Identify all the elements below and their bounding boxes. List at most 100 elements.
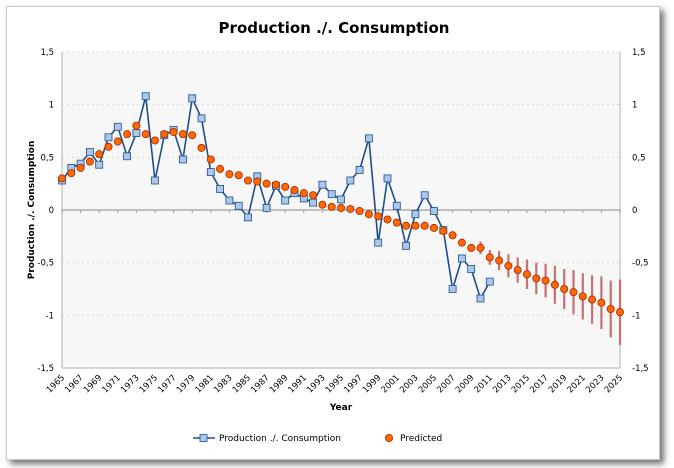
x-tick-label: 1981 bbox=[194, 373, 216, 395]
data-point-circle bbox=[392, 218, 401, 227]
data-point-square bbox=[457, 254, 466, 263]
data-point-circle bbox=[448, 231, 457, 240]
data-point-circle bbox=[588, 295, 597, 304]
legend-item-production[interactable]: Production ./. Consumption bbox=[193, 434, 341, 444]
data-point-square bbox=[151, 176, 159, 185]
data-point-circle bbox=[597, 298, 606, 307]
x-tick-label: 2013 bbox=[491, 373, 513, 395]
x-tick-label: 2011 bbox=[473, 373, 495, 395]
data-point-square bbox=[113, 122, 122, 131]
data-point-square bbox=[281, 196, 290, 205]
data-point-square bbox=[309, 198, 318, 207]
data-point-square bbox=[467, 265, 476, 273]
data-point-circle bbox=[271, 180, 280, 189]
data-point-circle bbox=[374, 212, 383, 221]
data-point-square bbox=[383, 174, 392, 183]
data-point-circle bbox=[346, 204, 355, 213]
data-point-circle bbox=[216, 164, 225, 173]
data-point-circle bbox=[206, 155, 215, 164]
data-point-circle bbox=[85, 157, 94, 166]
x-tick-label: 1967 bbox=[63, 373, 85, 395]
x-tick-label: 1989 bbox=[268, 373, 290, 395]
data-point-square bbox=[234, 201, 243, 210]
x-axis-ticks: 1965196719691971197319751977197919811983… bbox=[45, 373, 625, 395]
chart-title: Production ./. Consumption bbox=[219, 19, 450, 37]
y-tick-label-left: -0,5 bbox=[37, 259, 54, 269]
data-point-circle bbox=[439, 227, 448, 236]
data-point-square bbox=[141, 92, 150, 101]
x-tick-label: 2017 bbox=[528, 373, 550, 395]
y-tick-label-right: 0 bbox=[632, 206, 637, 216]
data-point-circle bbox=[513, 266, 522, 275]
y-tick-label-right: -0,5 bbox=[632, 259, 649, 269]
x-tick-label: 1993 bbox=[305, 373, 327, 395]
data-point-circle bbox=[169, 128, 178, 137]
data-point-circle bbox=[383, 215, 392, 224]
data-point-circle bbox=[523, 270, 532, 279]
y-axis-left-ticks: 1,5 1 0,5 0 -0,5 -1 -1,5 bbox=[37, 48, 54, 374]
x-tick-label: 1983 bbox=[212, 373, 234, 395]
x-tick-label: 2007 bbox=[435, 373, 457, 395]
data-point-circle bbox=[67, 169, 76, 178]
x-tick-label: 2025 bbox=[603, 373, 625, 395]
data-point-circle bbox=[420, 221, 429, 230]
y-tick-label-left: 1 bbox=[49, 101, 54, 111]
data-point-circle bbox=[336, 203, 345, 212]
x-tick-label: 1973 bbox=[119, 373, 141, 395]
x-tick-label: 2005 bbox=[417, 373, 439, 395]
y-axis-label: Production ./. Consumption bbox=[27, 141, 37, 280]
data-point-circle bbox=[150, 136, 159, 145]
data-point-circle bbox=[160, 130, 169, 139]
data-point-circle bbox=[225, 170, 234, 179]
data-point-square bbox=[104, 133, 113, 142]
data-point-square bbox=[364, 134, 373, 143]
x-tick-label: 1987 bbox=[249, 373, 271, 395]
x-tick-label: 1985 bbox=[231, 373, 253, 395]
x-tick-label: 2001 bbox=[380, 373, 402, 395]
data-point-square bbox=[402, 241, 411, 250]
x-tick-label: 2009 bbox=[454, 373, 476, 395]
data-point-circle bbox=[299, 189, 308, 198]
data-point-square bbox=[476, 294, 485, 303]
data-point-square bbox=[374, 238, 383, 247]
data-point-circle bbox=[318, 200, 327, 209]
y-tick-label-right: 1 bbox=[632, 101, 637, 111]
series-predicted bbox=[58, 121, 625, 317]
x-tick-label: 1997 bbox=[342, 373, 364, 395]
data-point-circle bbox=[495, 256, 504, 265]
data-point-circle bbox=[402, 221, 411, 230]
data-point-square bbox=[485, 277, 494, 286]
data-point-square bbox=[244, 213, 252, 222]
data-point-circle bbox=[58, 174, 67, 183]
data-point-circle bbox=[104, 142, 113, 151]
data-point-square bbox=[346, 176, 355, 185]
legend-item-predicted[interactable]: Predicted bbox=[384, 433, 442, 444]
y-tick-label-left: -1,5 bbox=[37, 364, 54, 374]
data-point-circle bbox=[429, 223, 438, 232]
data-point-circle bbox=[234, 171, 243, 180]
data-point-circle bbox=[309, 191, 318, 200]
data-point-circle bbox=[243, 176, 252, 185]
x-tick-label: 2023 bbox=[584, 373, 606, 395]
y-tick-label-right: -1,5 bbox=[632, 364, 649, 374]
data-point-square bbox=[318, 180, 327, 189]
data-point-circle bbox=[532, 274, 541, 283]
data-point-square bbox=[420, 191, 429, 200]
legend-label: Predicted bbox=[400, 434, 442, 444]
x-tick-label: 2015 bbox=[510, 373, 532, 395]
x-tick-label: 1999 bbox=[361, 373, 383, 395]
data-point-circle bbox=[485, 253, 494, 262]
x-tick-label: 1977 bbox=[156, 373, 178, 395]
x-tick-label: 2021 bbox=[566, 373, 588, 395]
legend-label: Production ./. Consumption bbox=[219, 434, 341, 444]
data-point-circle bbox=[76, 163, 85, 172]
data-point-circle bbox=[327, 202, 336, 211]
data-point-circle bbox=[132, 121, 141, 130]
legend: Production ./. Consumption Predicted bbox=[193, 433, 442, 444]
x-tick-label: 1975 bbox=[138, 373, 160, 395]
data-point-square bbox=[178, 155, 187, 164]
data-point-circle bbox=[113, 137, 122, 146]
y-tick-label-left: 1,5 bbox=[40, 48, 54, 58]
x-tick-label: 2019 bbox=[547, 373, 569, 395]
